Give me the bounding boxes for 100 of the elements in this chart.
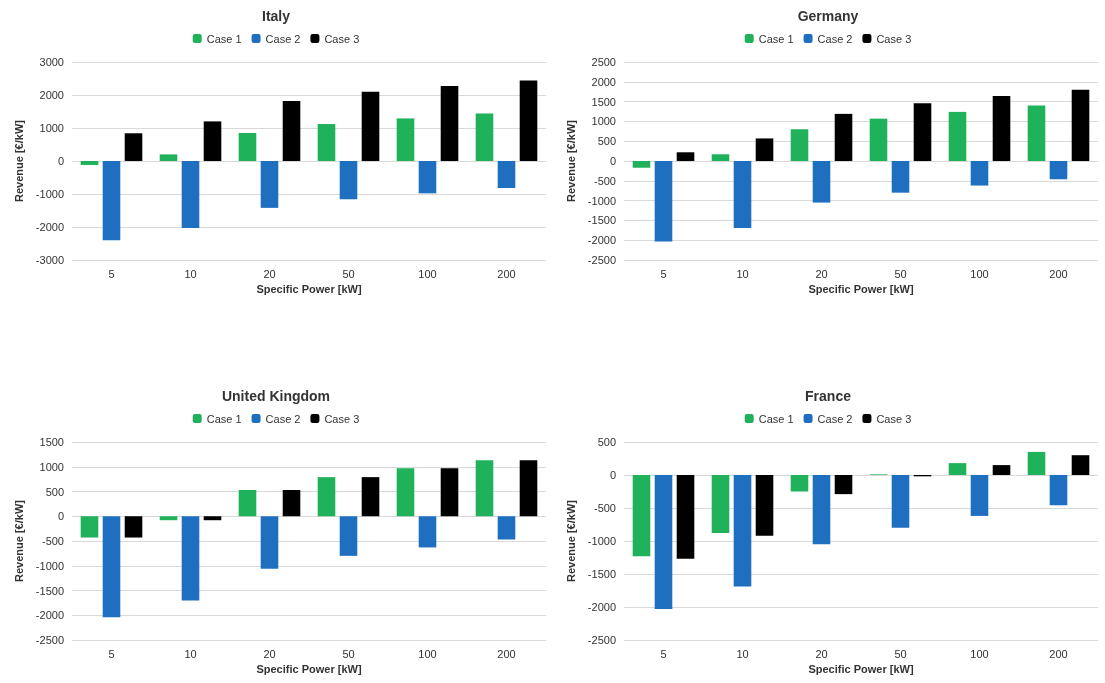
bar [676,152,695,161]
bar [181,161,200,228]
x-tick-label: 10 [184,647,197,660]
y-tick-label: -2000 [35,221,64,233]
bar [361,477,380,517]
x-tick-label: 5 [108,267,115,280]
y-tick-label: -2000 [35,609,64,622]
legend-label: Case 1 [758,32,794,45]
bar [497,161,516,189]
y-tick-label: 0 [609,469,616,481]
bar [80,516,99,538]
y-tick-label: -2500 [35,634,64,646]
x-tick-label: 5 [660,647,667,660]
bar [519,460,538,517]
bar [418,161,437,194]
bar [260,516,279,569]
bar [755,138,774,161]
bar [812,161,831,203]
x-tick-label: 5 [660,267,667,280]
bar [519,80,538,161]
y-tick-label: 1500 [591,95,616,108]
y-tick-label: -1500 [587,214,616,227]
bar [396,468,415,517]
legend-label: Case 1 [758,412,794,425]
y-tick-label: 0 [57,510,64,523]
y-tick-label: -2000 [587,601,616,613]
bar [282,490,301,517]
bar [181,516,200,601]
bar [913,103,932,161]
y-axis-title: Revenue [€/kW] [13,499,26,582]
x-tick-label: 50 [894,267,907,280]
bar [755,475,774,536]
x-tick-label: 100 [970,267,989,280]
y-tick-label: 0 [609,155,616,167]
x-tick-label: 10 [184,267,197,280]
x-tick-label: 200 [1049,267,1068,280]
bar [339,161,358,200]
bar [1049,161,1068,180]
bar [632,475,651,557]
bar [440,86,459,161]
y-tick-label: -1000 [35,188,64,200]
bar [102,516,121,618]
legend-label: Case 2 [817,32,853,45]
bar [1027,451,1046,475]
bar [891,161,910,193]
y-tick-label: 500 [597,436,616,448]
x-tick-label: 100 [418,267,437,280]
bar [1049,475,1068,506]
y-tick-label: 1500 [39,436,64,448]
x-tick-label: 5 [108,647,115,660]
bar [733,475,752,587]
y-tick-label: 1000 [591,115,616,128]
y-tick-label: -3000 [35,254,64,266]
y-tick-label: 1000 [39,460,64,473]
bar [970,475,989,516]
x-tick-label: 20 [263,267,276,280]
legend-label: Case 2 [265,32,301,45]
chart-title: Italy [261,8,291,24]
bar [654,475,673,609]
bar [834,475,853,495]
bar [992,96,1011,161]
bar [282,100,301,161]
x-tick-label: 10 [736,267,749,280]
y-tick-label: -2500 [587,634,616,646]
x-tick-label: 50 [342,267,355,280]
bar [834,113,853,161]
x-tick-label: 200 [1049,647,1068,660]
legend-label: Case 1 [206,32,242,45]
y-tick-label: -1500 [35,584,64,597]
bar [317,477,336,517]
bar [948,111,967,161]
bar [948,463,967,475]
x-tick-label: 20 [815,267,828,280]
bar [238,490,257,517]
x-tick-label: 20 [263,647,276,660]
bar [497,516,516,540]
bar [418,516,437,548]
y-tick-label: 2000 [591,75,616,88]
legend-label: Case 3 [324,32,360,45]
x-axis-title: Specific Power [kW] [256,663,362,676]
y-axis-title: Revenue [€/kW] [565,499,578,582]
bar [711,475,730,534]
legend-label: Case 3 [876,32,912,45]
x-tick-label: 200 [497,267,516,280]
bar [80,161,99,165]
chart-title: France [805,388,852,404]
legend-label: Case 2 [817,412,853,425]
y-tick-label: 0 [57,155,64,167]
bar [1027,105,1046,161]
x-axis-title: Specific Power [kW] [808,283,914,296]
x-tick-label: 50 [894,647,907,660]
x-tick-label: 50 [342,647,355,660]
x-axis-title: Specific Power [kW] [256,283,362,296]
x-tick-label: 100 [418,647,437,660]
bar [203,516,222,521]
y-tick-label: 2500 [591,56,616,68]
chart-title: Germany [797,8,859,24]
y-tick-label: 1000 [39,122,64,134]
y-tick-label: 3000 [39,56,64,68]
bar [317,124,336,161]
